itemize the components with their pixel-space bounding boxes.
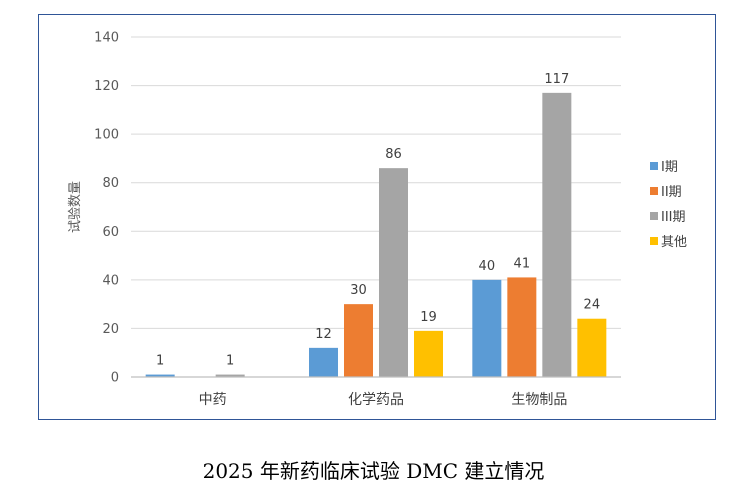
y-tick-label: 40 — [102, 273, 119, 288]
y-tick-label: 100 — [94, 128, 119, 143]
y-tick-label: 80 — [102, 176, 119, 191]
y-tick-label: 120 — [94, 79, 119, 94]
bar-II期-化学药品 — [344, 304, 373, 377]
legend-label: I期 — [661, 160, 678, 175]
y-axis-label: 试验数量 — [67, 181, 83, 233]
data-label: 1 — [226, 354, 234, 369]
y-tick-label: 140 — [94, 31, 119, 46]
chart-frame: 0 20 40 60 80 100 120 140 试验数量 1 1 中药 12 30 86 19 化学药品 40… — [38, 14, 716, 420]
data-label: 86 — [385, 147, 402, 162]
y-tick-label: 60 — [102, 225, 119, 240]
legend-swatch-I期 — [650, 162, 658, 170]
data-label: 30 — [350, 283, 367, 298]
figure-caption: 2025 年新药临床试验 DMC 建立情况 — [202, 459, 545, 483]
data-label: 19 — [420, 310, 437, 325]
y-tick-label: 0 — [111, 371, 119, 386]
data-label: 24 — [584, 298, 601, 313]
bar-II期-生物制品 — [507, 277, 537, 377]
bar-III期-中药 — [215, 374, 245, 377]
data-label: 41 — [514, 256, 531, 271]
x-category-label: 生物制品 — [511, 392, 567, 408]
data-label: 40 — [479, 259, 496, 274]
legend-swatch-其他 — [650, 237, 658, 245]
legend-label: II期 — [661, 185, 682, 200]
bar-其他-生物制品 — [577, 318, 607, 377]
bar-III期-化学药品 — [379, 168, 408, 377]
bar-I期-生物制品 — [472, 279, 502, 377]
bar-III期-生物制品 — [542, 92, 572, 377]
data-label: 12 — [315, 327, 332, 342]
bar-I期-化学药品 — [309, 347, 338, 377]
legend-swatch-II期 — [650, 187, 658, 195]
data-label: 117 — [544, 72, 569, 87]
bar-其他-化学药品 — [414, 330, 443, 377]
data-label: 1 — [156, 354, 164, 369]
legend-swatch-III期 — [650, 212, 658, 220]
bar-I期-中药 — [145, 374, 175, 377]
bar-chart: 0 20 40 60 80 100 120 140 试验数量 1 1 中药 12 30 86 19 化学药品 40… — [67, 31, 687, 409]
x-category-label: 化学药品 — [348, 392, 404, 408]
legend-label: III期 — [661, 210, 686, 225]
x-category-label: 中药 — [199, 392, 227, 408]
legend-label: 其他 — [661, 235, 687, 250]
y-tick-label: 20 — [102, 322, 119, 337]
